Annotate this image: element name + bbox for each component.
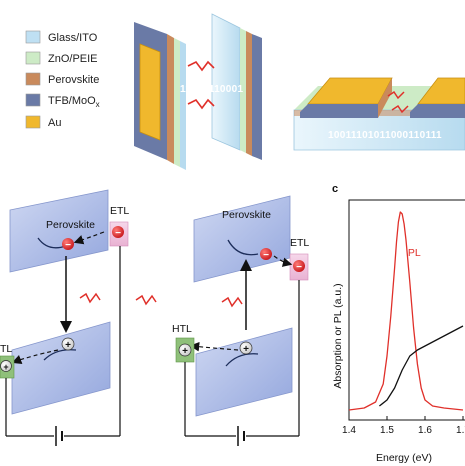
hole-icon xyxy=(61,337,75,351)
panel-c: c 1.4 1.5 1.6 1.7 PL Energy (eV) Absorption… xyxy=(332,183,465,464)
light-wave-icon xyxy=(391,104,409,114)
x-tick-label: 1.4 xyxy=(342,425,356,436)
legend-item-tfb-moox: TFB/MoOx xyxy=(25,93,100,109)
left-pad-au xyxy=(307,77,393,105)
optical-link-left: 11010110001 xyxy=(180,60,244,110)
left-device-zno-layer xyxy=(174,38,180,167)
glass-ito-swatch xyxy=(25,30,41,44)
legend: Glass/ITO ZnO/PEIE Perovskite TFB/MoOx A… xyxy=(25,30,100,129)
x-tick-label: 1.6 xyxy=(418,425,432,436)
series-layer xyxy=(348,211,464,411)
band-diagram-right: Perovskite ETL − − + HTL + xyxy=(172,195,309,446)
htl-label-left: TL xyxy=(0,343,12,355)
legend-label-perovskite: Perovskite xyxy=(48,74,99,86)
perovskite-label-right: Perovskite xyxy=(222,209,271,221)
legend-item-perovskite: Perovskite xyxy=(25,72,99,86)
etl-electron-sign: − xyxy=(115,228,121,239)
left-device xyxy=(134,22,186,170)
battery-gap xyxy=(54,428,64,444)
htl-hole-sign: + xyxy=(3,362,8,372)
battery-gap xyxy=(236,428,246,444)
light-wave-icon xyxy=(387,90,405,100)
perovskite-swatch xyxy=(25,72,41,86)
right-device-glass-layer xyxy=(211,13,241,151)
left-pad-side xyxy=(378,78,392,118)
legend-label-au: Au xyxy=(48,117,61,129)
x-axis-ticks: 1.4 1.5 1.6 1.7 xyxy=(342,416,465,436)
in-plane-devices: 10011101011000110111 xyxy=(293,77,465,151)
vb-bend-curve xyxy=(43,349,77,361)
au-swatch xyxy=(25,115,41,129)
panel-letter-c: c xyxy=(332,183,338,195)
htl-label-right: HTL xyxy=(172,323,192,335)
htl-hole-icon xyxy=(178,343,192,357)
etl-electron-sign: − xyxy=(296,262,302,273)
electron-extraction-arrow xyxy=(273,255,293,267)
electron-sign: − xyxy=(263,250,269,261)
absorption-series-line xyxy=(378,325,464,407)
x-axis-label: Energy (eV) xyxy=(376,452,432,464)
electron-icon xyxy=(260,248,272,260)
perovskite-vb-panel xyxy=(195,327,293,417)
bitstream-left: 11010110001 xyxy=(180,84,244,95)
etl-electron-icon xyxy=(293,260,305,272)
light-wave-icon xyxy=(187,60,215,72)
htl-hole-sign: + xyxy=(182,346,188,357)
y-axis-label: Absorption or PL (a.u.) xyxy=(332,283,344,388)
band-diagram-left: Perovskite ETL − − + TL + xyxy=(0,189,129,446)
pl-series-line xyxy=(348,211,464,411)
tfb-moox-swatch xyxy=(25,93,41,107)
left-device-perovskite-layer xyxy=(167,34,174,164)
electron-sign: − xyxy=(65,240,71,251)
etl-electron-icon xyxy=(112,226,124,238)
pl-series-label: PL xyxy=(408,247,421,259)
right-device xyxy=(211,13,262,160)
electron-icon xyxy=(62,238,74,250)
x-tick-label: 1.5 xyxy=(380,425,394,436)
vb-bend-curve xyxy=(225,353,259,367)
hole-sign: + xyxy=(243,344,249,355)
hole-sign: + xyxy=(65,340,71,351)
left-pad-htl xyxy=(300,104,378,118)
zno-peie-swatch xyxy=(25,51,41,65)
perovskite-cb-panel xyxy=(9,189,109,273)
right-device-perovskite-layer xyxy=(246,31,252,156)
light-wave-icon xyxy=(135,294,157,306)
etl-label-right: ETL xyxy=(290,237,309,249)
left-device-glass-layer xyxy=(180,41,186,170)
x-tick-label: 1.7 xyxy=(456,425,465,436)
electron-injection-arrow xyxy=(73,231,105,245)
left-device-au-electrode xyxy=(139,43,161,141)
light-wave-icon xyxy=(221,296,243,308)
legend-item-au: Au xyxy=(25,115,61,129)
light-wave-icon xyxy=(79,292,101,304)
legend-label-tfb-moox: TFB/MoOx xyxy=(48,95,100,109)
htl-hole-icon xyxy=(0,360,12,372)
right-pad-htl xyxy=(410,104,465,118)
plot-frame xyxy=(348,199,465,421)
legend-label-glass-ito: Glass/ITO xyxy=(48,32,98,44)
etl-label-left: ETL xyxy=(110,205,129,217)
face-to-face-devices: 11010110001 xyxy=(134,13,262,170)
hole-extraction-arrow xyxy=(11,349,59,364)
hole-extraction-arrow xyxy=(189,341,239,352)
legend-item-glass-ito: Glass/ITO xyxy=(25,30,98,44)
spectra-plot: 1.4 1.5 1.6 1.7 PL xyxy=(342,199,465,436)
right-device-htl-layer xyxy=(252,34,262,160)
bitstream-right: 10011101011000110111 xyxy=(328,130,442,141)
light-wave-icon xyxy=(187,98,215,110)
legend-label-zno-peie: ZnO/PEIE xyxy=(48,53,98,65)
cb-bend-curve xyxy=(227,239,259,256)
perovskite-vb-panel xyxy=(11,321,111,415)
hole-icon xyxy=(239,341,253,355)
right-device-zno-layer xyxy=(240,28,246,153)
legend-item-zno-peie: ZnO/PEIE xyxy=(25,51,98,65)
perovskite-label-left: Perovskite xyxy=(46,219,95,231)
